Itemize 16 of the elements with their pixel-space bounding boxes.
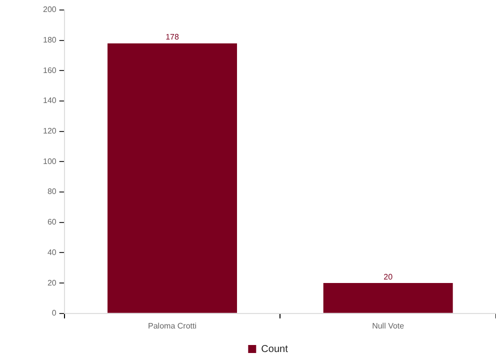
x-tick-label: Paloma Crotti	[148, 321, 197, 330]
data-label: 20	[384, 272, 394, 282]
y-tick-label: 140	[42, 96, 57, 106]
y-tick-label: 160	[42, 66, 57, 75]
y-tick-label: 40	[47, 248, 57, 257]
y-tick-label: 20	[47, 278, 57, 288]
y-tick-label: 0	[52, 308, 57, 318]
data-label: 178	[166, 32, 180, 42]
y-tick-label: 120	[42, 126, 57, 136]
x-tick-label: Null Vote	[372, 321, 405, 330]
y-tick-label: 60	[47, 218, 57, 227]
y-tick-label: 180	[42, 36, 57, 45]
y-tick-label: 100	[42, 156, 57, 166]
legend-label: Count	[261, 344, 288, 355]
y-tick-label: 200	[42, 5, 57, 14]
y-tick-label: 80	[47, 187, 57, 196]
